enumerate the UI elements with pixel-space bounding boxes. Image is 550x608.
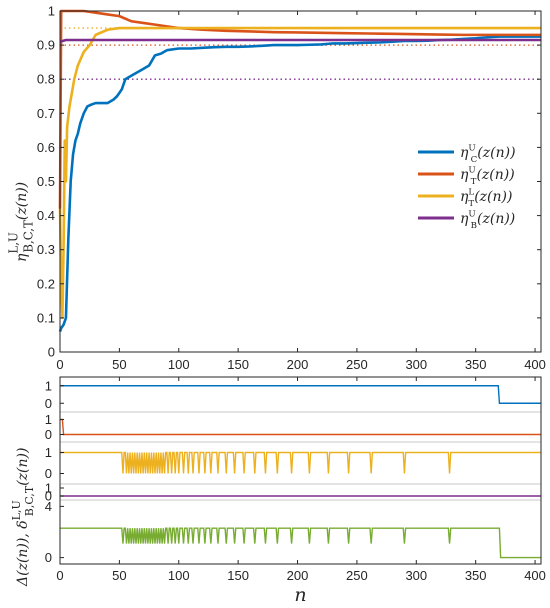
top-ytick-label-9: 0.9 xyxy=(37,38,55,53)
top-ytick-label-5: 0.5 xyxy=(37,174,55,189)
panel-2-ytick-label-1: 1 xyxy=(45,445,52,460)
panel-line-0 xyxy=(60,385,541,404)
bottom-axes-box xyxy=(59,376,542,565)
top-ytick-label-4: 0.4 xyxy=(37,208,55,223)
series-line-2 xyxy=(58,26,541,320)
bottom-xtick-label-3: 150 xyxy=(227,568,249,583)
top-ytick-label-2: 0.2 xyxy=(37,276,55,291)
bottom-xtick-label-1: 50 xyxy=(112,568,126,583)
panel-4-ytick-label-1: 4 xyxy=(45,499,52,514)
bottom-ylabel: Δ(z(n)), δL,UB,C,T(z(n)) xyxy=(10,448,36,587)
top-ytick-label-8: 0.8 xyxy=(37,72,55,87)
panel-3-ytick-label-1: 1 xyxy=(45,481,52,496)
panel-3-ytick-label-0: 0 xyxy=(45,489,52,504)
panel-0-ytick-label-0: 0 xyxy=(45,396,52,411)
top-ytick-label-3: 0.3 xyxy=(37,242,55,257)
top-xtick-label-3: 150 xyxy=(227,357,249,372)
top-xtick-label-5: 250 xyxy=(346,357,368,372)
bottom-xtick-label-2: 100 xyxy=(168,568,190,583)
top-ytick-label-10: 1 xyxy=(48,4,55,19)
top-ytick-label-7: 0.7 xyxy=(37,106,55,121)
bottom-xtick-label-8: 400 xyxy=(524,568,546,583)
bottom-xtick-label-0: 0 xyxy=(56,568,63,583)
series-line-3 xyxy=(59,38,541,43)
panel-1-ytick-label-0: 0 xyxy=(45,427,52,442)
top-xtick-label-4: 200 xyxy=(287,357,309,372)
top-xtick-label-2: 100 xyxy=(168,357,190,372)
panel-0-ytick-label-1: 1 xyxy=(45,378,52,393)
panel-1-ytick-label-1: 1 xyxy=(45,412,52,427)
bottom-xtick-label-5: 250 xyxy=(346,568,368,583)
top-ytick-label-1: 0.1 xyxy=(37,310,55,325)
legend-entry-3: ηU B(z(n)) xyxy=(460,210,515,231)
bottom-xtick-label-6: 300 xyxy=(405,568,427,583)
panel-line-2 xyxy=(60,451,541,474)
top-xtick-label-7: 350 xyxy=(465,357,487,372)
bottom-xtick-label-7: 350 xyxy=(465,568,487,583)
top-ytick-label-0: 0 xyxy=(48,345,55,360)
legend-entry-0: ηU C(z(n)) xyxy=(460,144,516,165)
legend-entry-1: ηU T(z(n)) xyxy=(460,166,515,187)
legend-entry-2: ηL T(z(n)) xyxy=(460,188,512,209)
panel-2-ytick-label-0: 0 xyxy=(45,466,52,481)
top-ytick-label-6: 0.6 xyxy=(37,140,55,155)
bottom-xtick-label-4: 200 xyxy=(287,568,309,583)
top-ylabel: ηL,UB,C,T(z(n)) xyxy=(6,182,35,262)
top-xtick-label-1: 50 xyxy=(112,357,126,372)
top-xtick-label-0: 0 xyxy=(56,357,63,372)
top-chart: 0 0.1 0.2 0.3 0.4 0.5 0.6 0.7 0.8 0.9 1 0 50 100 150 20… xyxy=(6,4,545,373)
panel-4-ytick-label-0: 0 xyxy=(45,550,52,565)
top-xtick-label-8: 400 xyxy=(524,357,546,372)
top-xtick-label-6: 300 xyxy=(405,357,427,372)
panel-line-4 xyxy=(60,527,541,559)
bottom-xlabel: n xyxy=(294,584,306,606)
